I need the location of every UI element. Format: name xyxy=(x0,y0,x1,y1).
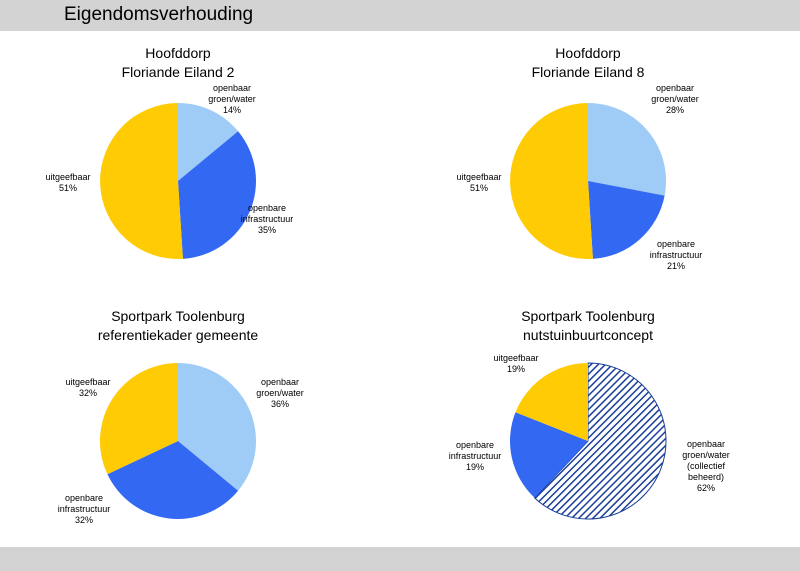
slice-category-label: openbaar xyxy=(656,83,694,93)
header-bar: Eigendomsverhouding xyxy=(0,0,800,31)
slice-category-label: (collectief xyxy=(687,461,726,471)
slice-percent-label: 51% xyxy=(59,183,77,193)
slice-category-label: infrastructuur xyxy=(650,250,703,260)
pie-slice xyxy=(588,181,665,259)
slice-label: openbare infrastructuur 32% xyxy=(58,493,111,525)
pie-slice xyxy=(99,363,178,475)
slice-percent-label: 21% xyxy=(667,261,685,271)
slice-percent-label: 32% xyxy=(79,388,97,398)
chart-title-line: Hoofddorp xyxy=(145,45,211,61)
chart-title-2: Hoofddorp Floriande Eiland 8 xyxy=(518,44,658,82)
page-title: Eigendomsverhouding xyxy=(64,4,254,25)
slice-percent-label: 19% xyxy=(466,462,484,472)
slice-label: uitgeefbaar 19% xyxy=(493,353,538,374)
chart-title-line: Floriande Eiland 8 xyxy=(531,64,645,80)
slice-category-label: infrastructuur xyxy=(58,504,111,514)
pie-slice xyxy=(510,412,588,498)
slice-category-label: openbare xyxy=(456,440,494,450)
slice-category-label: uitgeefbaar xyxy=(456,172,501,182)
slice-category-label: openbaar xyxy=(687,439,725,449)
slice-percent-label: 28% xyxy=(666,105,684,115)
pie-slice xyxy=(107,441,239,520)
pie-slice xyxy=(100,103,183,259)
chart-title-4: Sportpark Toolenburg nutstuinbuurtconcep… xyxy=(488,307,688,345)
slice-category-label: uitgeefbaar xyxy=(65,377,110,387)
pie-slice xyxy=(588,103,667,196)
chart-title-line: Sportpark Toolenburg xyxy=(111,308,245,324)
slice-percent-label: 51% xyxy=(470,183,488,193)
slice-category-label: openbaar xyxy=(261,377,299,387)
chart-title-line: Floriande Eiland 2 xyxy=(121,64,235,80)
slice-category-label: uitgeefbaar xyxy=(493,353,538,363)
slice-percent-label: 19% xyxy=(507,364,525,374)
slice-category-label: openbare xyxy=(657,239,695,249)
slice-label: uitgeefbaar 32% xyxy=(65,377,110,398)
slice-category-label: infrastructuur xyxy=(241,214,294,224)
slice-category-label: groen/water xyxy=(682,450,730,460)
slice-category-label: infrastructuur xyxy=(449,451,502,461)
slice-label: openbaar groen/water 14% xyxy=(208,83,256,115)
chart-title-line: referentiekader gemeente xyxy=(97,327,259,343)
slice-label: openbare infrastructuur 21% xyxy=(650,239,703,271)
chart-title-line: Sportpark Toolenburg xyxy=(521,308,655,324)
slice-label: uitgeefbaar 51% xyxy=(456,172,501,193)
chart-title-3: Sportpark Toolenburg referentiekader gem… xyxy=(78,307,278,345)
pie-slice xyxy=(178,131,257,259)
chart-title-line: Hoofddorp xyxy=(555,45,621,61)
pie-slice xyxy=(515,363,588,441)
slice-percent-label: 32% xyxy=(75,515,93,525)
slice-percent-label: 36% xyxy=(271,399,289,409)
footer-bar xyxy=(0,547,800,571)
slice-percent-label: 35% xyxy=(258,225,276,235)
chart-title-1: Hoofddorp Floriande Eiland 2 xyxy=(108,44,248,82)
slice-label: openbare infrastructuur 19% xyxy=(449,440,502,472)
pie-slice xyxy=(178,363,257,491)
pie-slice xyxy=(533,362,667,520)
slice-category-label: beheerd) xyxy=(688,472,724,482)
chart-title-line: nutstuinbuurtconcept xyxy=(523,327,653,343)
slice-category-label: groen/water xyxy=(651,94,699,104)
slice-category-label: groen/water xyxy=(256,388,304,398)
slice-category-label: groen/water xyxy=(208,94,256,104)
slice-label: openbaar groen/water (collectief beheerd) 62… xyxy=(682,439,730,493)
pie-slice xyxy=(178,103,239,181)
slice-percent-label: 62% xyxy=(697,483,715,493)
slice-label: openbaar groen/water 28% xyxy=(651,83,699,115)
slice-label: openbaar groen/water 36% xyxy=(256,377,304,409)
slice-category-label: openbare xyxy=(65,493,103,503)
pie-slice xyxy=(510,103,593,259)
slice-label: openbare infrastructuur 35% xyxy=(241,203,294,235)
slice-category-label: openbaar xyxy=(213,83,251,93)
slice-percent-label: 14% xyxy=(223,105,241,115)
slice-label: uitgeefbaar 51% xyxy=(45,172,90,193)
slice-category-label: uitgeefbaar xyxy=(45,172,90,182)
slice-category-label: openbare xyxy=(248,203,286,213)
